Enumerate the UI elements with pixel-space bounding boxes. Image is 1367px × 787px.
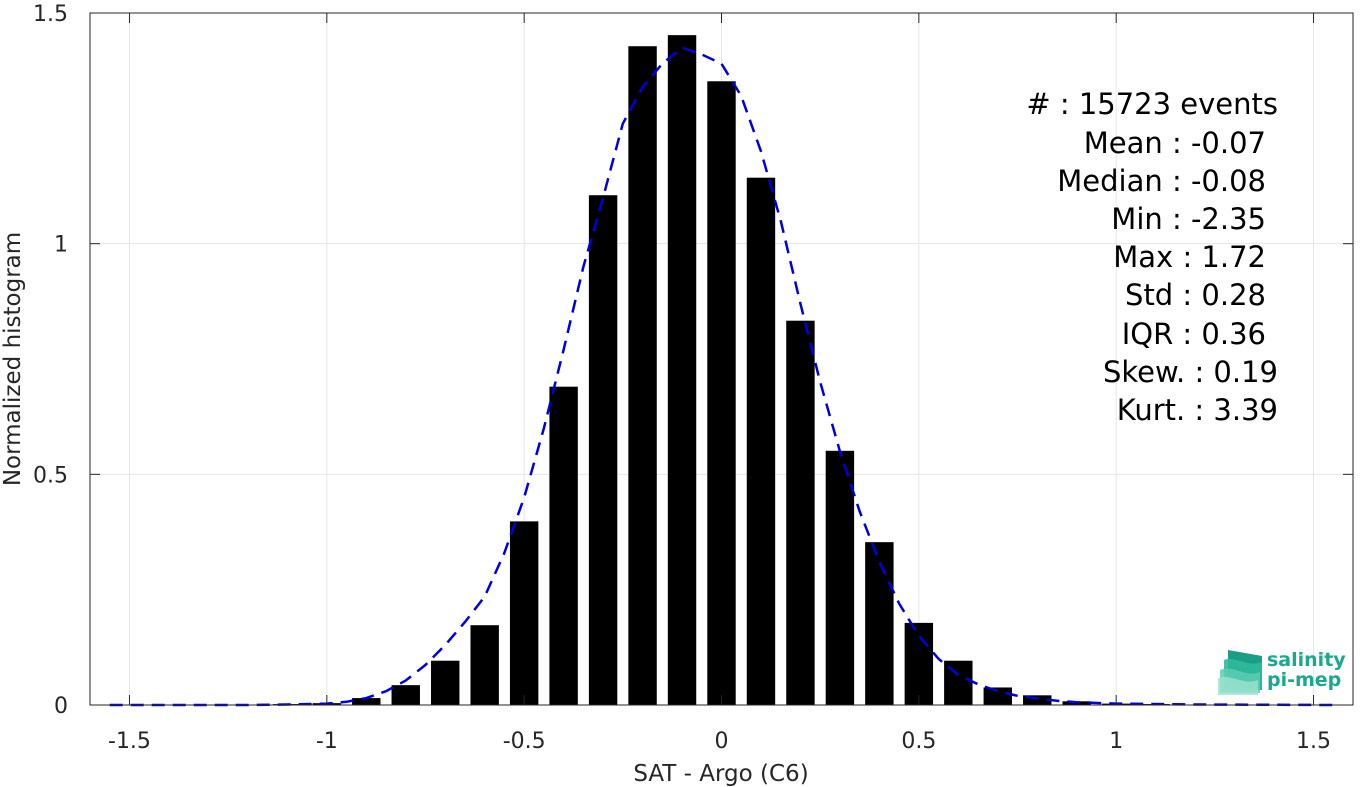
y-tick-label: 0.5 bbox=[33, 463, 68, 488]
stats-box: # : 15723 events Mean : -0.07 Median : -… bbox=[1026, 87, 1278, 427]
axis-ticks bbox=[90, 12, 1353, 706]
histogram-bar bbox=[825, 450, 855, 705]
stat-min: Min : -2.35 bbox=[1111, 202, 1266, 236]
histogram-bar bbox=[509, 521, 539, 705]
x-tick-label: -1.5 bbox=[108, 729, 151, 754]
logo-text-line2: pi-mep bbox=[1267, 669, 1341, 691]
logo-text-line1: salinity bbox=[1267, 649, 1346, 671]
stat-events: # : 15723 events bbox=[1026, 87, 1278, 121]
histogram-bar bbox=[746, 177, 776, 706]
histogram-bar bbox=[904, 622, 934, 705]
x-tick-label: -1 bbox=[316, 729, 338, 754]
x-tick-labels: -1.5 -1 -0.5 0 0.5 1 1.5 bbox=[108, 729, 1331, 754]
x-tick-label: 0 bbox=[715, 729, 729, 754]
histogram-bar bbox=[470, 625, 499, 705]
histogram-bar bbox=[549, 386, 578, 705]
y-axis-label: Normalized histogram bbox=[0, 232, 26, 486]
histogram-bar bbox=[865, 542, 894, 705]
y-tick-label: 0 bbox=[54, 694, 68, 719]
x-tick-label: 0.5 bbox=[901, 729, 936, 754]
stat-kurt: Kurt. : 3.39 bbox=[1117, 393, 1278, 427]
histogram-bar bbox=[431, 660, 460, 705]
histogram-bar bbox=[786, 320, 815, 705]
y-tick-labels: 0 0.5 1 1.5 bbox=[33, 2, 68, 719]
histogram-bar bbox=[588, 195, 618, 705]
x-axis-label: SAT - Argo (C6) bbox=[633, 761, 808, 787]
stat-max: Max : 1.72 bbox=[1113, 240, 1266, 274]
stat-iqr: IQR : 0.36 bbox=[1122, 317, 1266, 351]
wave-logo-icon bbox=[1218, 650, 1262, 695]
salinity-pi-mep-logo: salinity pi-mep bbox=[1218, 649, 1346, 695]
histogram-bar bbox=[707, 81, 736, 705]
fit-curve bbox=[109, 46, 1334, 707]
histogram-bar bbox=[1023, 695, 1052, 705]
y-tick-label: 1 bbox=[54, 233, 68, 258]
stat-std: Std : 0.28 bbox=[1125, 278, 1266, 312]
x-tick-label: 1 bbox=[1109, 729, 1123, 754]
histogram-bar bbox=[628, 46, 657, 705]
histogram-bars bbox=[115, 35, 1328, 706]
stat-skew: Skew. : 0.19 bbox=[1103, 355, 1278, 389]
x-tick-label: 1.5 bbox=[1296, 729, 1331, 754]
y-tick-label: 1.5 bbox=[33, 2, 68, 27]
stat-mean: Mean : -0.07 bbox=[1084, 126, 1266, 160]
stat-median: Median : -0.08 bbox=[1057, 164, 1266, 198]
histogram-bar bbox=[667, 35, 697, 706]
histogram-bar bbox=[391, 685, 420, 705]
histogram-bar bbox=[352, 698, 381, 705]
x-tick-label: -0.5 bbox=[503, 729, 546, 754]
histogram-bar bbox=[983, 687, 1012, 705]
